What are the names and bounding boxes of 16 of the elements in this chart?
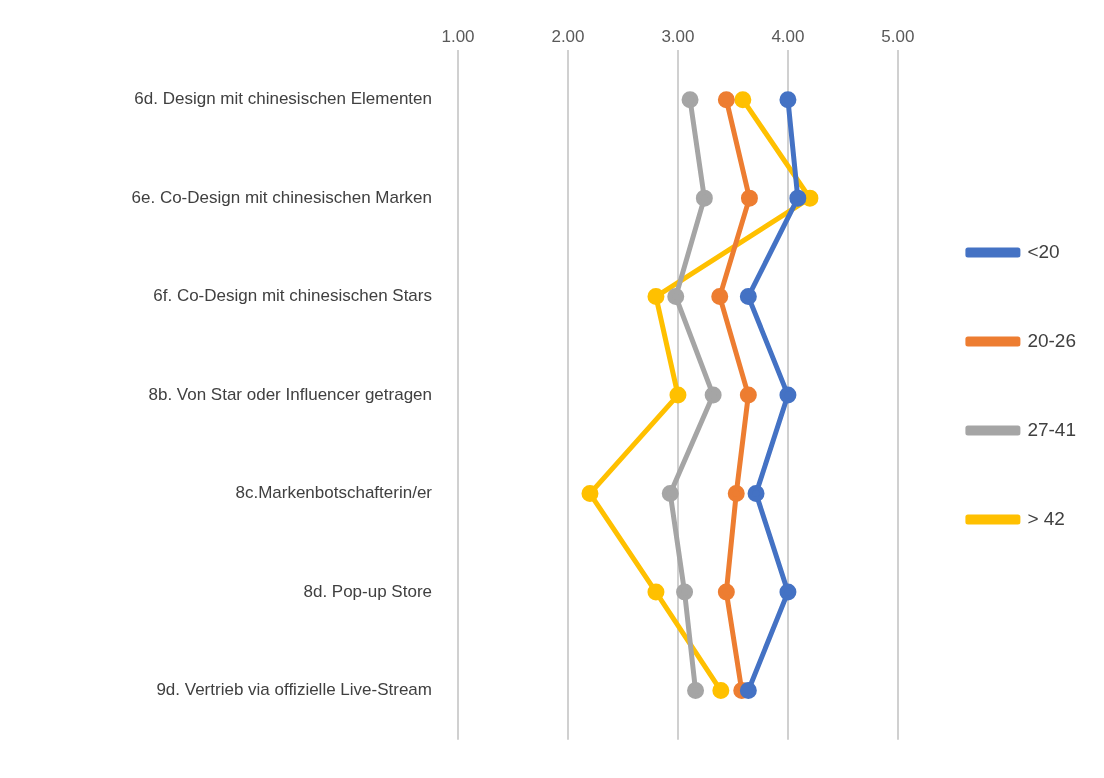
y-tick-label: 6f. Co-Design mit chinesischen Stars [153, 286, 432, 306]
x-tick-label: 2.00 [551, 26, 585, 46]
legend-label: > 42 [1027, 507, 1065, 529]
y-tick-label: 8b. Von Star oder Influencer getragen [148, 384, 432, 404]
y-tick-label: 8d. Pop-up Store [303, 581, 432, 601]
y-tick-label: 9d. Vertrieb via offizielle Live-Stream [156, 680, 432, 700]
x-tick-label: 1.00 [441, 26, 475, 46]
legend-label: <20 [1027, 240, 1060, 262]
legend-label: 27-41 [1027, 418, 1077, 440]
y-tick-label: 6e. Co-Design mit chinesischen Marken [131, 187, 432, 207]
y-tick-label: 8c.Markenbotschafterin/er [235, 483, 433, 503]
x-tick-label: 3.00 [661, 26, 695, 46]
y-tick-label: 6d. Design mit chinesischen Elementen [134, 89, 432, 109]
x-tick-label: 4.00 [771, 26, 805, 46]
x-tick-label: 5.00 [881, 26, 915, 46]
legend-label: 20-26 [1027, 329, 1077, 351]
